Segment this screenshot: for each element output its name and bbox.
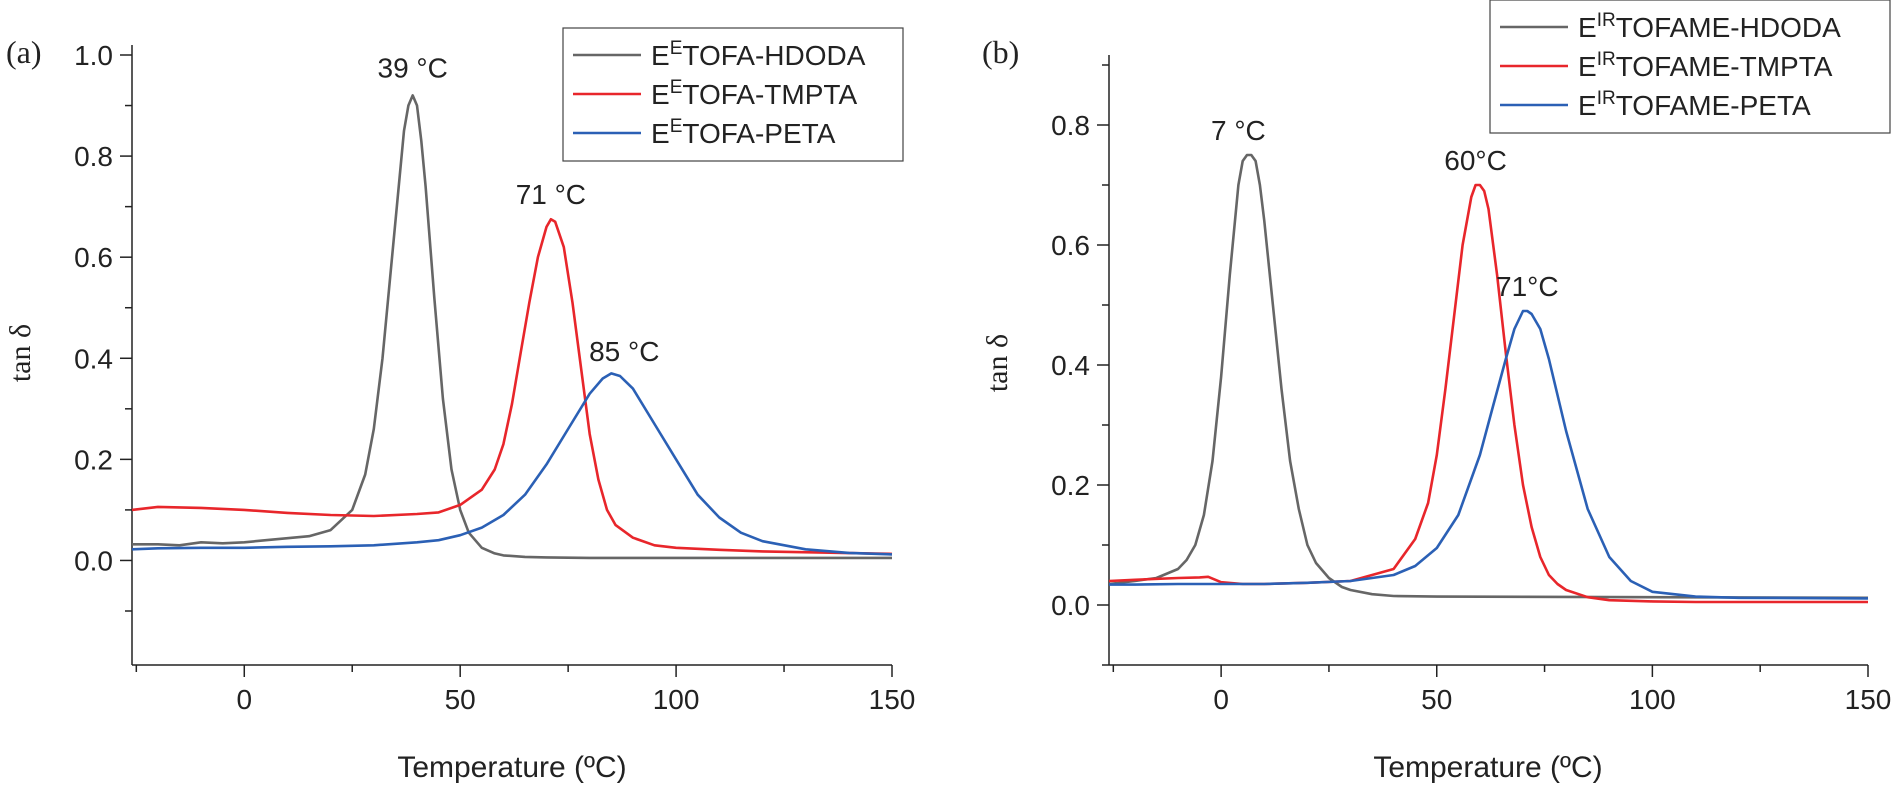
chart-panel-b: 0 50 100 150 0.0 0.2 0.4 0.6 0.8 Temperature (ºC)… <box>981 0 1891 784</box>
legend-label: EETOFA-PETA <box>651 116 836 149</box>
series-line-EIRTOFAME-HDODA <box>1108 153 1869 600</box>
series-line-EETOFA-TMPTA <box>131 218 893 556</box>
y-tick-label: 0.8 <box>74 141 113 172</box>
panel-label: (a) <box>6 34 42 70</box>
y-tick-label: 0.4 <box>1051 350 1090 381</box>
series-line-EETOFA-HDODA <box>132 94 892 560</box>
y-tick-label: 0.0 <box>1051 590 1090 621</box>
peak-annotation: 60°C <box>1444 145 1507 176</box>
peak-annotation: 85 °C <box>589 336 659 367</box>
y-tick-label: 0.8 <box>1051 110 1090 141</box>
series-line-EIRTOFAME-TMPTA <box>1108 183 1868 604</box>
x-tick-label: 0 <box>1213 684 1229 715</box>
x-axis-label: Temperature (ºC) <box>1373 751 1602 784</box>
series-line-EIRTOFAME-PETA <box>1109 309 1869 600</box>
y-tick-label: 0.2 <box>1051 470 1090 501</box>
peak-annotation: 71 °C <box>516 179 586 210</box>
x-tick-label: 150 <box>869 684 916 715</box>
legend: EIRTOFAME-HDODA EIRTOFAME-TMPTA EIRTOFAME-… <box>1489 0 1891 134</box>
y-tick-label: 0.2 <box>74 444 113 475</box>
x-tick-label: 100 <box>1629 684 1676 715</box>
x-tick-label: 0 <box>236 684 252 715</box>
y-tick-label: 0.0 <box>74 545 113 576</box>
x-tick-label: 100 <box>653 684 700 715</box>
legend: EETOFA-HDODA EETOFA-TMPTA EETOFA-PETA <box>562 27 904 162</box>
peak-annotation: 71°C <box>1496 271 1559 302</box>
peak-annotation: 7 °C <box>1211 115 1266 146</box>
chart-panel-a: 0 50 100 150 0.0 0.2 0.4 0.6 0.8 1.0 Temperature (… <box>4 27 916 784</box>
legend-label: EIRTOFAME-PETA <box>1578 88 1811 121</box>
y-tick-label: 1.0 <box>74 40 113 71</box>
y-tick-label: 0.4 <box>74 343 113 374</box>
panel-label: (b) <box>982 34 1019 70</box>
x-tick-label: 50 <box>1421 684 1452 715</box>
x-tick-label: 150 <box>1845 684 1892 715</box>
y-axis-label: tan δ <box>981 334 1014 392</box>
peak-annotation: 39 °C <box>378 53 448 84</box>
legend-label: EIRTOFAME-TMPTA <box>1578 49 1833 82</box>
legend-label: EETOFA-HDODA <box>651 38 866 71</box>
series-line-EETOFA-PETA <box>131 372 893 556</box>
x-axis-label: Temperature (ºC) <box>397 751 626 784</box>
legend-label: EIRTOFAME-HDODA <box>1578 10 1841 43</box>
y-tick-label: 0.6 <box>1051 230 1090 261</box>
y-axis-label: tan δ <box>4 324 37 382</box>
legend-label: EETOFA-TMPTA <box>651 77 857 110</box>
x-tick-label: 50 <box>445 684 476 715</box>
y-tick-label: 0.6 <box>74 242 113 273</box>
